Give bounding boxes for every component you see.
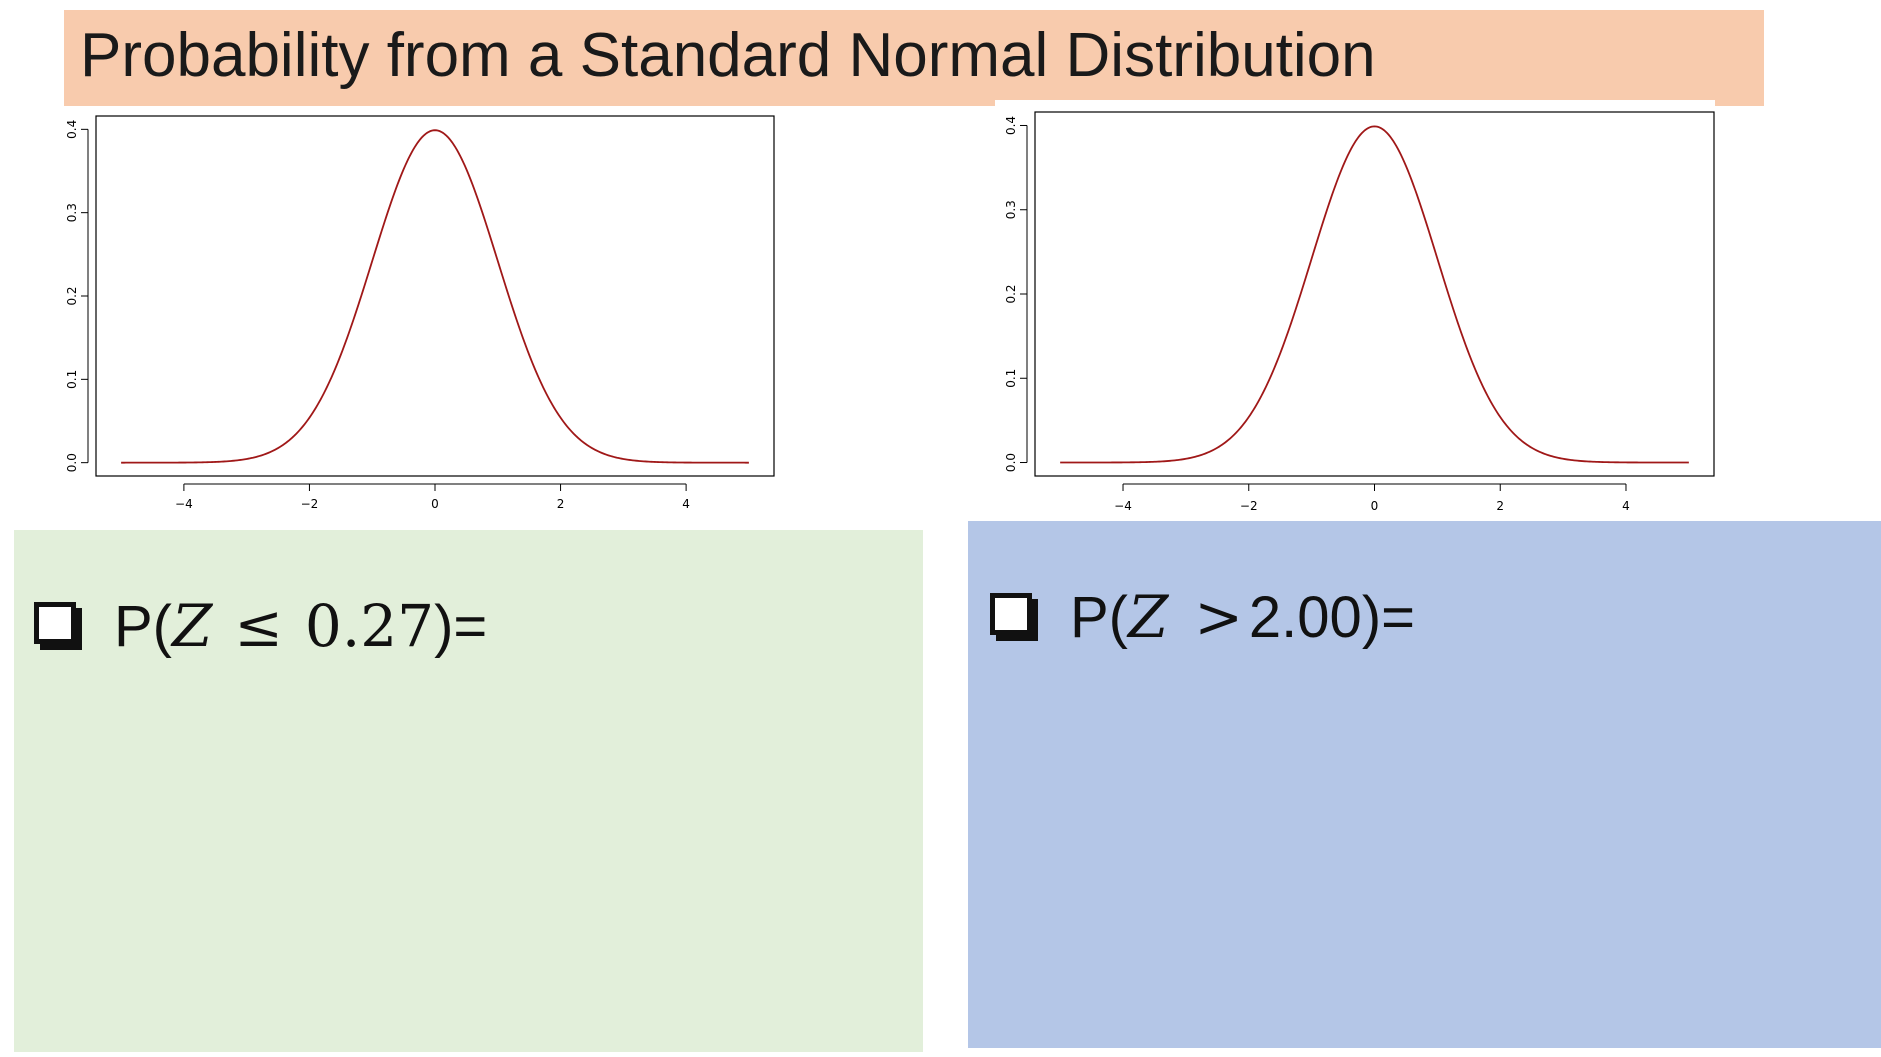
y-tick-label: 0.3: [1004, 200, 1018, 219]
x-tick-label: 4: [682, 497, 690, 511]
y-tick-label: 0.3: [65, 203, 79, 222]
answer-panel-right: P( Z > 2.00 )=: [968, 521, 1881, 1048]
normal-density-curve: [121, 129, 749, 464]
chart-left: −4 −2 0 2 4 0.0 0.1 0.2 0.3 0.4: [65, 115, 775, 511]
y-tick-label: 0.1: [65, 370, 79, 389]
question-left-prefix: P(: [114, 593, 172, 659]
x-tick-label: −2: [1240, 499, 1258, 513]
plot-frame: [95, 115, 775, 477]
y-tick-label: 0.0: [65, 453, 79, 472]
question-left-variable: Z: [172, 592, 213, 660]
x-tick-label: 2: [557, 497, 565, 511]
y-tick-label: 0.4: [1004, 116, 1018, 135]
answer-panel-left: P( Z ≤ 0.27 )=: [14, 530, 923, 1052]
question-left-suffix: )=: [434, 593, 488, 659]
question-right-value: 2.00: [1248, 584, 1362, 650]
question-right-suffix: )=: [1361, 584, 1415, 650]
y-tick-label: 0.2: [65, 286, 79, 305]
x-tick-label: −2: [301, 497, 319, 511]
y-tick-label: 0.2: [1004, 284, 1018, 303]
x-tick-label: −4: [175, 497, 193, 511]
question-right-prefix: P(: [1070, 584, 1128, 650]
plot-left: −4 −2 0 2 4 0.0 0.1 0.2 0.3 0.4: [60, 108, 780, 520]
normal-density-curve: [1060, 125, 1689, 464]
x-tick-label: 0: [431, 497, 439, 511]
plot-frame: [1034, 111, 1715, 477]
x-tick-label: 4: [1622, 499, 1630, 513]
question-right-relation: >: [1194, 583, 1243, 651]
question-right: P( Z > 2.00 )=: [988, 583, 1415, 651]
chart-right: −4 −2 0 2 4 0.0 0.1 0.2 0.3 0.4: [1004, 111, 1715, 513]
y-tick-label: 0.0: [1004, 453, 1018, 472]
question-right-variable: Z: [1128, 583, 1169, 651]
y-tick-label: 0.4: [65, 120, 79, 139]
x-tick-label: 0: [1371, 499, 1379, 513]
slide-title: Probability from a Standard Normal Distr…: [80, 21, 1376, 90]
x-tick-label: 2: [1496, 499, 1504, 513]
checkbox-icon: [990, 593, 1038, 641]
question-left-value: 0.27: [304, 592, 435, 660]
checkbox-icon: [34, 602, 82, 650]
plot-right: −4 −2 0 2 4 0.0 0.1 0.2 0.3 0.4: [995, 100, 1715, 520]
question-left: P( Z ≤ 0.27 )=: [32, 592, 487, 660]
question-left-relation: ≤: [234, 592, 283, 660]
y-tick-label: 0.1: [1004, 369, 1018, 388]
title-bar: Probability from a Standard Normal Distr…: [64, 10, 1764, 106]
x-tick-label: −4: [1114, 499, 1132, 513]
